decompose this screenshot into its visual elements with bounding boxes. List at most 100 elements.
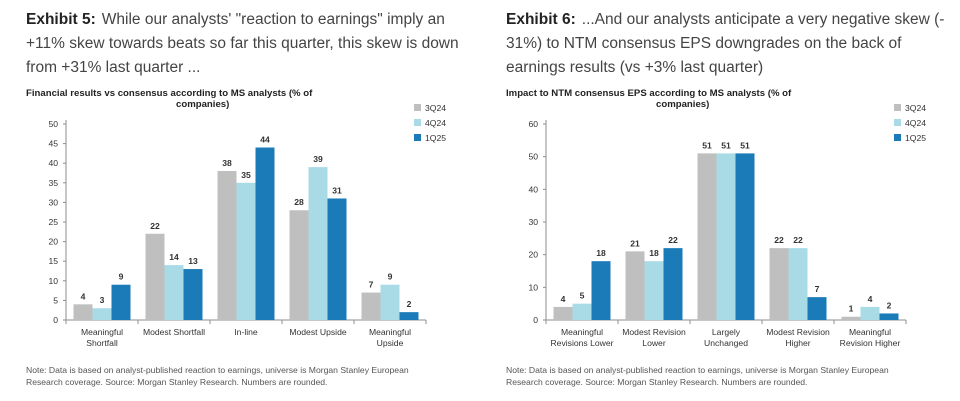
exhibit-5-label: Exhibit 5: bbox=[26, 11, 96, 28]
category-label: Upside bbox=[377, 338, 404, 348]
bar bbox=[841, 316, 861, 320]
data-label: 9 bbox=[388, 272, 393, 282]
bar bbox=[591, 261, 611, 320]
data-label: 22 bbox=[793, 235, 803, 245]
legend-swatch bbox=[414, 134, 421, 141]
data-label: 18 bbox=[649, 248, 659, 258]
legend-label: 1Q25 bbox=[425, 133, 446, 143]
bar bbox=[572, 303, 592, 320]
chart-title-line: companies) bbox=[656, 99, 709, 110]
y-tick-label: 5 bbox=[53, 295, 58, 305]
y-tick-label: 60 bbox=[528, 119, 538, 129]
legend-swatch bbox=[894, 104, 901, 111]
exhibit-5-heading: Exhibit 5: While our analysts' "reaction … bbox=[26, 8, 486, 80]
exhibit-6-heading-line-2: 31%) to NTM consensus EPS downgrades on … bbox=[506, 35, 902, 52]
data-label: 28 bbox=[294, 197, 304, 207]
bar bbox=[663, 248, 683, 320]
exhibit-5-heading-line-3: from +31% last quarter ... bbox=[26, 59, 201, 76]
data-label: 22 bbox=[774, 235, 784, 245]
legend-swatch bbox=[414, 104, 421, 111]
bar bbox=[399, 312, 419, 320]
bar bbox=[327, 198, 347, 320]
bar bbox=[625, 251, 645, 320]
exhibit-6-note-line-2: Research coverage. Source: Morgan Stanle… bbox=[506, 377, 808, 387]
exhibit-6-label: Exhibit 6: bbox=[506, 11, 576, 28]
data-label: 18 bbox=[596, 248, 606, 258]
exhibit-6-heading-line-3: earnings results (vs +3% last quarter) bbox=[506, 59, 764, 76]
data-label: 51 bbox=[740, 140, 750, 150]
legend-swatch bbox=[894, 134, 901, 141]
bar bbox=[308, 167, 328, 320]
bar bbox=[164, 265, 184, 320]
chart-eps-impact: Impact to NTM consensus EPS according to… bbox=[506, 84, 946, 356]
y-tick-label: 0 bbox=[53, 315, 58, 325]
data-label: 13 bbox=[188, 256, 198, 266]
data-label: 4 bbox=[868, 294, 873, 304]
exhibit-5-note: Note: Data is based on analyst-published… bbox=[26, 364, 481, 388]
chart-title-line: Financial results vs consensus according… bbox=[26, 88, 313, 99]
bar bbox=[697, 153, 717, 320]
y-tick-label: 0 bbox=[533, 315, 538, 325]
y-tick-label: 30 bbox=[48, 197, 58, 207]
category-label: Shortfall bbox=[86, 338, 118, 348]
data-label: 9 bbox=[119, 272, 124, 282]
y-tick-label: 35 bbox=[48, 178, 58, 188]
category-label: Meaningful bbox=[81, 327, 123, 337]
data-label: 2 bbox=[407, 299, 412, 309]
exhibit-6-note-line-1: Note: Data is based on analyst-published… bbox=[506, 365, 889, 375]
bar bbox=[255, 147, 275, 320]
chart-title-line: companies) bbox=[176, 99, 229, 110]
data-label: 5 bbox=[580, 291, 585, 301]
bar bbox=[92, 308, 112, 320]
category-label: Unchanged bbox=[704, 338, 748, 348]
bar bbox=[769, 248, 789, 320]
data-label: 51 bbox=[702, 140, 712, 150]
bar bbox=[289, 210, 309, 320]
data-label: 51 bbox=[721, 140, 731, 150]
legend-label: 1Q25 bbox=[905, 133, 926, 143]
data-label: 22 bbox=[150, 221, 160, 231]
chart-financial-results-svg: Financial results vs consensus according… bbox=[26, 88, 446, 348]
legend-label: 4Q24 bbox=[425, 118, 446, 128]
bar bbox=[807, 297, 827, 320]
data-label: 38 bbox=[222, 158, 232, 168]
category-label: Revisions Lower bbox=[550, 338, 613, 348]
category-label: Modest Upside bbox=[289, 327, 347, 337]
category-label: Modest Shortfall bbox=[143, 327, 205, 337]
bar bbox=[788, 248, 808, 320]
bar bbox=[553, 306, 573, 320]
bar bbox=[73, 304, 93, 320]
category-label: Revision Higher bbox=[840, 338, 901, 348]
data-label: 14 bbox=[169, 252, 179, 262]
data-label: 22 bbox=[668, 235, 678, 245]
data-label: 4 bbox=[561, 294, 566, 304]
bar bbox=[111, 284, 131, 320]
y-tick-label: 50 bbox=[48, 119, 58, 129]
data-label: 4 bbox=[81, 291, 86, 301]
category-label: Largely bbox=[712, 327, 741, 337]
legend-swatch bbox=[894, 119, 901, 126]
category-label: Modest Revision bbox=[622, 327, 686, 337]
y-tick-label: 15 bbox=[48, 256, 58, 266]
bar bbox=[716, 153, 736, 320]
data-label: 1 bbox=[849, 304, 854, 314]
data-label: 21 bbox=[630, 238, 640, 248]
category-label: Modest Revision bbox=[766, 327, 830, 337]
exhibit-5-heading-line-1: Exhibit 5: While our analysts' "reaction … bbox=[26, 11, 445, 28]
data-label: 7 bbox=[369, 280, 374, 290]
exhibit-6-heading: Exhibit 6: ...And our analysts anticipate… bbox=[506, 8, 960, 80]
bar bbox=[217, 171, 237, 320]
exhibit-5-note-line-1: Note: Data is based on analyst-published… bbox=[26, 365, 409, 375]
bar bbox=[145, 233, 165, 320]
legend-label: 4Q24 bbox=[905, 118, 926, 128]
y-tick-label: 40 bbox=[528, 184, 538, 194]
data-label: 44 bbox=[260, 135, 270, 145]
y-tick-label: 40 bbox=[48, 158, 58, 168]
exhibit-6-note: Note: Data is based on analyst-published… bbox=[506, 364, 960, 388]
y-tick-label: 30 bbox=[528, 217, 538, 227]
category-label: Lower bbox=[642, 338, 666, 348]
chart-title-line: Impact to NTM consensus EPS according to… bbox=[506, 88, 792, 99]
y-tick-label: 10 bbox=[528, 282, 538, 292]
category-label: Higher bbox=[785, 338, 810, 348]
y-tick-label: 20 bbox=[528, 250, 538, 260]
